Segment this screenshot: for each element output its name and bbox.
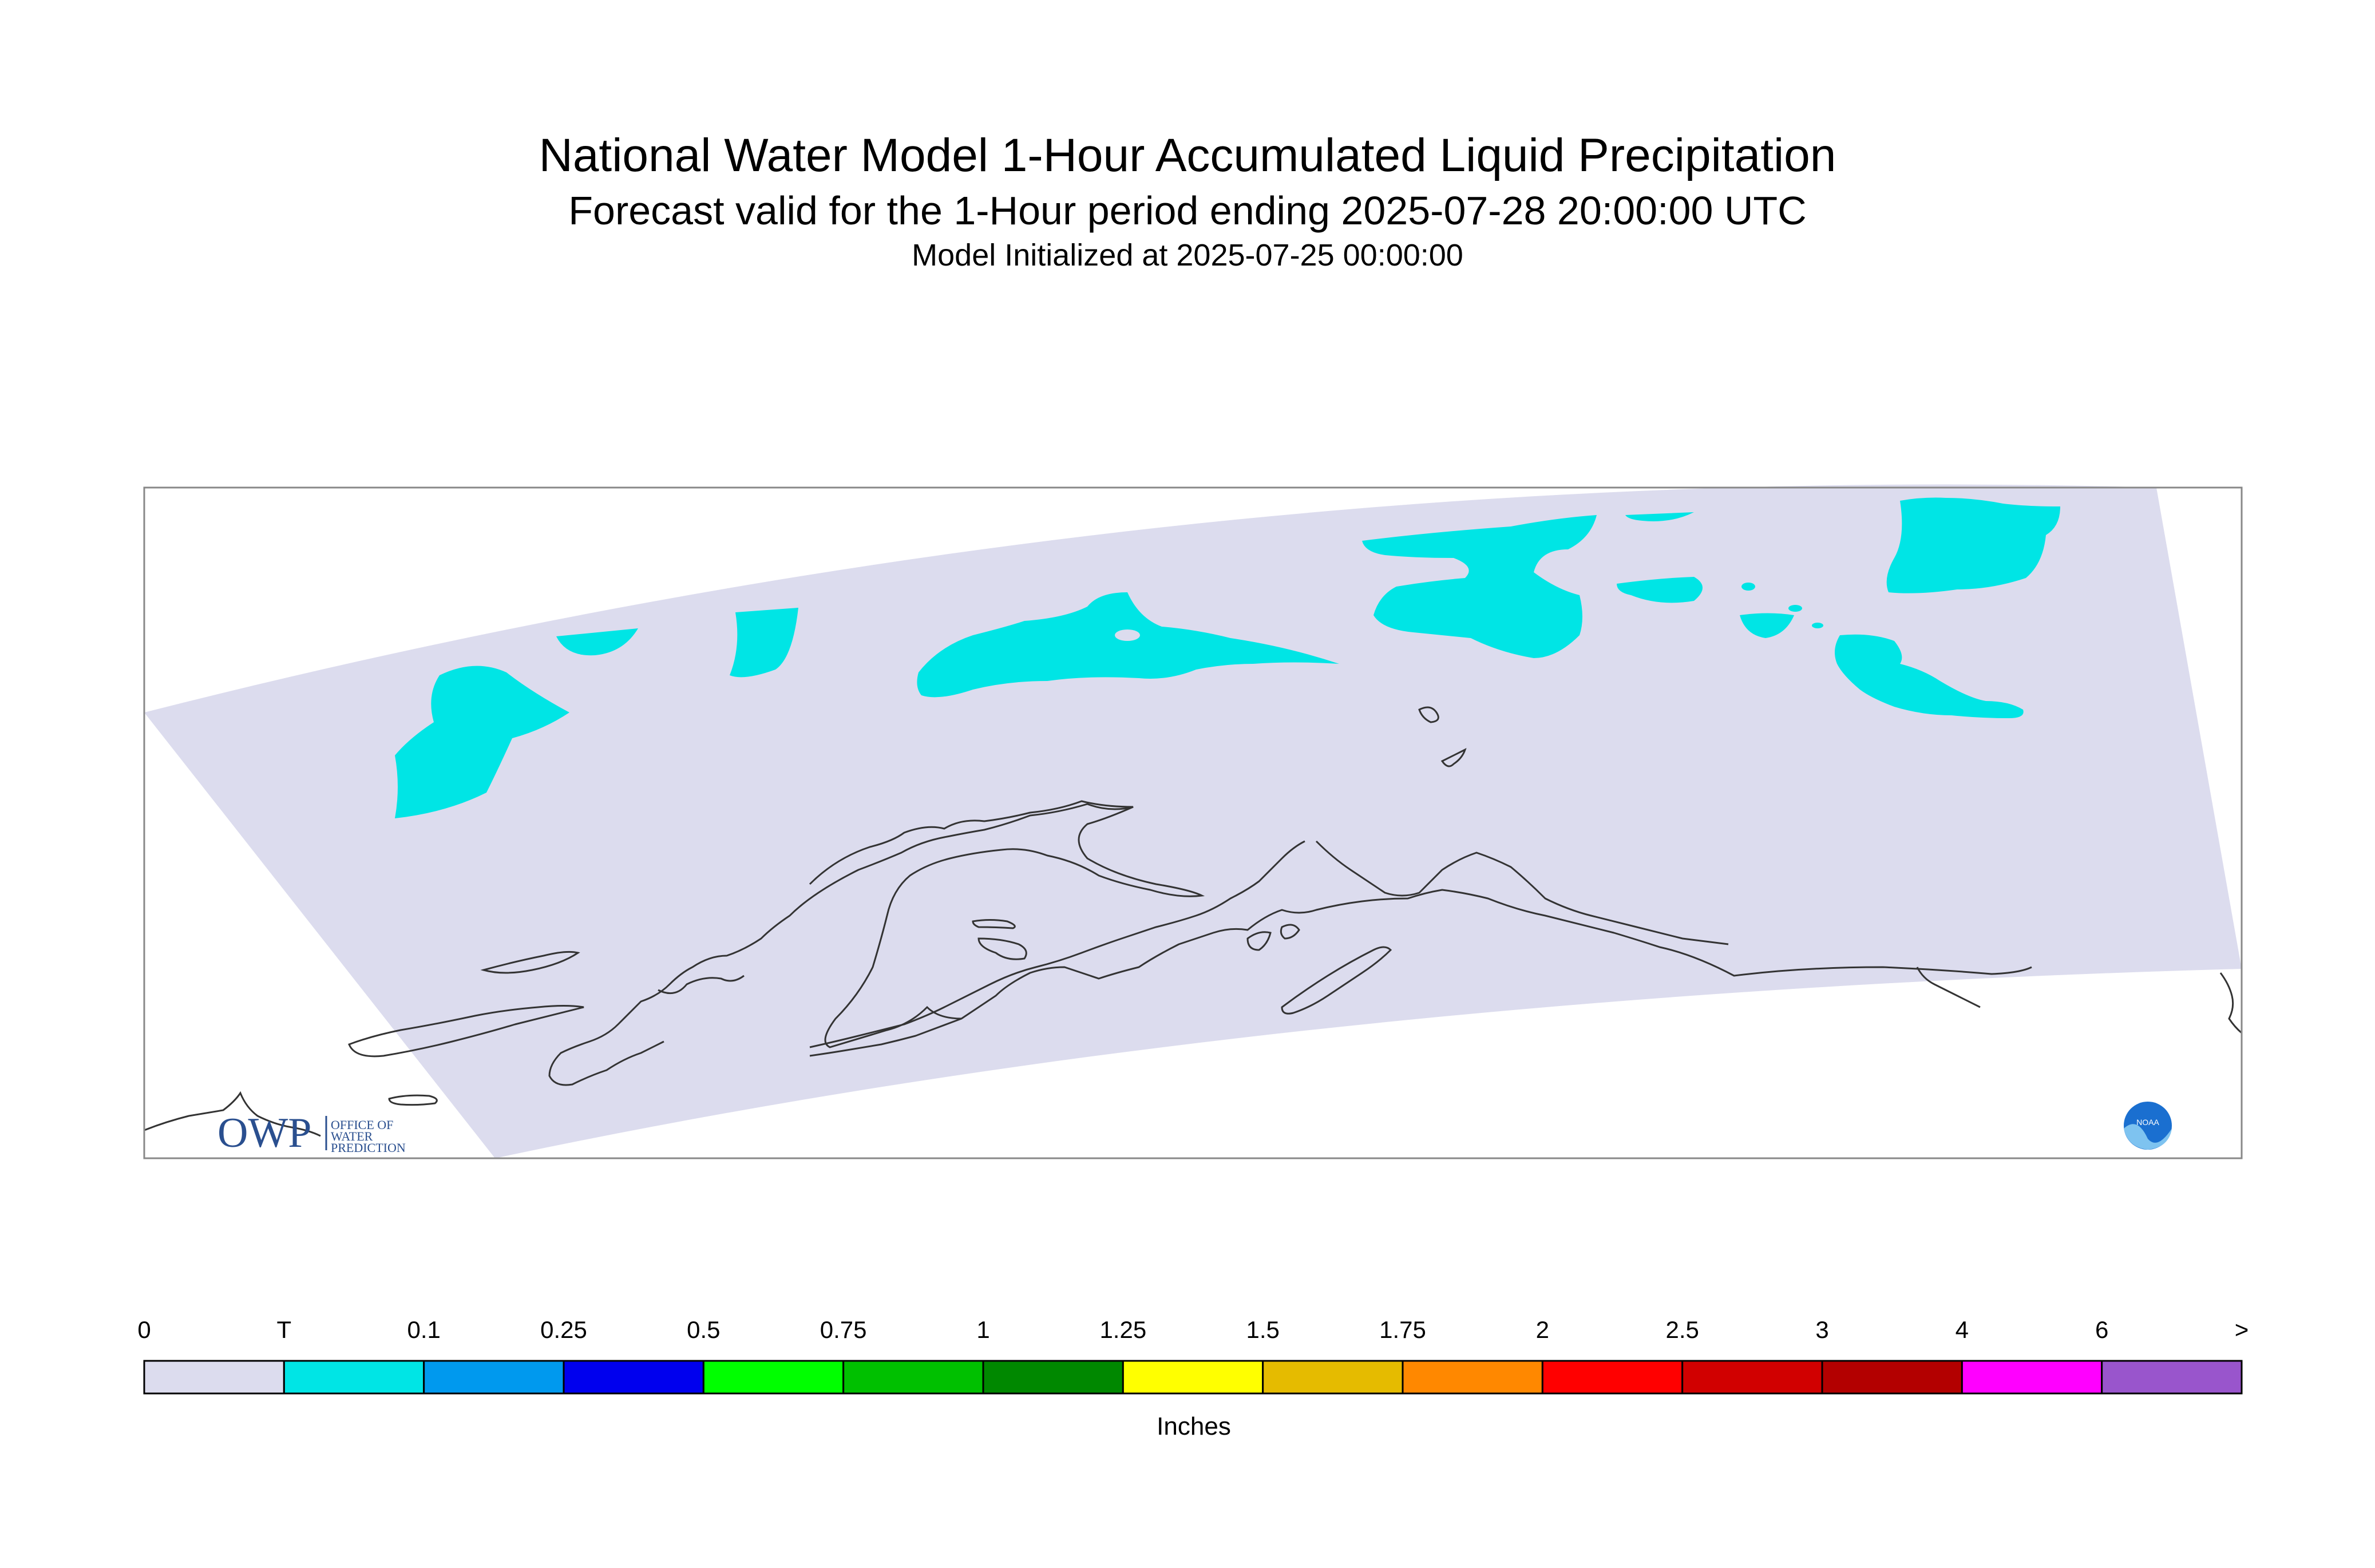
small-island [388, 1094, 438, 1106]
svg-text:NOAA: NOAA [2136, 1118, 2159, 1127]
svg-text:PREDICTION: PREDICTION [331, 1141, 406, 1155]
map-frame [143, 486, 2243, 1159]
chukotka-coast [348, 1005, 584, 1058]
colorbar-swatch [1821, 1360, 1963, 1395]
kodiak-island [1281, 946, 1392, 1015]
st-lawrence-island [480, 951, 580, 974]
precip-cell [730, 608, 798, 678]
gulf-coast [1315, 840, 1729, 945]
colorbar-swatch [1541, 1360, 1684, 1395]
colorbar-swatch [1961, 1360, 2103, 1395]
alaska-peninsula-coast [809, 840, 1305, 1048]
precip-cell [1886, 497, 2060, 593]
colorbar-tick-label: 1.75 [1379, 1316, 1426, 1343]
colorbar-units-label: Inches [1157, 1412, 1231, 1440]
colorbar-tick-label: 0 [137, 1316, 151, 1343]
precip-cell [556, 628, 638, 656]
norton-sound [658, 975, 745, 995]
aleutian-chain [809, 1017, 962, 1057]
colorbar-swatch [283, 1360, 425, 1395]
southeast-alaska [1916, 967, 1981, 1008]
precip-cell [1740, 613, 1794, 638]
svg-text:OFFICE OF: OFFICE OF [331, 1118, 393, 1132]
colorbar-swatch [842, 1360, 984, 1395]
precip-cell [1741, 583, 1755, 591]
precip-cell [1617, 577, 1703, 603]
small-island-north [1440, 748, 1467, 767]
colorbar-swatch [1122, 1360, 1264, 1395]
lake [972, 919, 1016, 929]
colorbar-swatch [423, 1360, 565, 1395]
owp-logo: OWP OFFICE OF WATER PREDICTION [217, 1110, 406, 1157]
colorbar-swatch [1402, 1360, 1543, 1395]
colorbar [143, 1360, 2243, 1395]
colorbar-tick-label: 4 [1955, 1316, 1969, 1343]
precip-cell [1835, 634, 2024, 718]
lake-iliamna [977, 937, 1027, 960]
precip-cell [1625, 512, 1694, 521]
small-island-north [1418, 706, 1439, 723]
svg-text:WATER: WATER [331, 1129, 373, 1143]
colorbar-tick-label: 2 [1535, 1316, 1550, 1343]
colorbar-tick-label: 2.5 [1665, 1316, 1699, 1343]
far-east-coast [144, 1091, 321, 1137]
map-title: National Water Model 1-Hour Accumulated … [539, 129, 1836, 181]
colorbar-tick-label: 0.25 [540, 1316, 587, 1343]
precip-cell [1788, 605, 1802, 612]
precip-cell [395, 666, 569, 818]
svg-text:OWP: OWP [217, 1110, 311, 1157]
colorbar-tick-label: 0.5 [687, 1316, 721, 1343]
colorbar-swatch [982, 1360, 1124, 1395]
colorbar-swatch [1681, 1360, 1823, 1395]
model-init-line: Model Initialized at 2025-07-25 00:00:00 [912, 238, 1463, 272]
colorbar-tick-label: 6 [2095, 1316, 2109, 1343]
colorbar-tick-label: 1.25 [1099, 1316, 1147, 1343]
colorbar-tick-label: 3 [1815, 1316, 1829, 1343]
precip-hole [1115, 629, 1140, 641]
precip-cell [1812, 623, 1823, 628]
colorbar-tick-label: 1.5 [1246, 1316, 1280, 1343]
noaa-logo: NOAA [2124, 1102, 2172, 1150]
colorbar-swatch [563, 1360, 704, 1395]
trace-precipitation-areas [395, 497, 2060, 818]
colorbar-tick-label: > [2234, 1316, 2249, 1343]
british-columbia-coast [2219, 972, 2242, 1034]
colorbar-tick-label: 1 [976, 1316, 990, 1343]
colorbar-tick-label: 0.1 [407, 1316, 441, 1343]
model-domain-area [144, 484, 2242, 1158]
colorbar-swatch [1262, 1360, 1404, 1395]
precip-cell [917, 592, 1339, 698]
forecast-valid-subtitle: Forecast valid for the 1-Hour period end… [568, 188, 1807, 233]
precip-cell [1362, 515, 1597, 658]
alaska-west-coast [548, 803, 1134, 1086]
colorbar-tick-label: 0.75 [820, 1316, 867, 1343]
islands [1280, 924, 1300, 940]
coastlines [144, 706, 2242, 1137]
colorbar-swatch [702, 1360, 845, 1395]
colorbar-tick-label: T [276, 1316, 292, 1343]
colorbar-swatch [143, 1360, 285, 1395]
prince-william-islands [1246, 931, 1272, 951]
colorbar-swatch [2101, 1360, 2243, 1395]
